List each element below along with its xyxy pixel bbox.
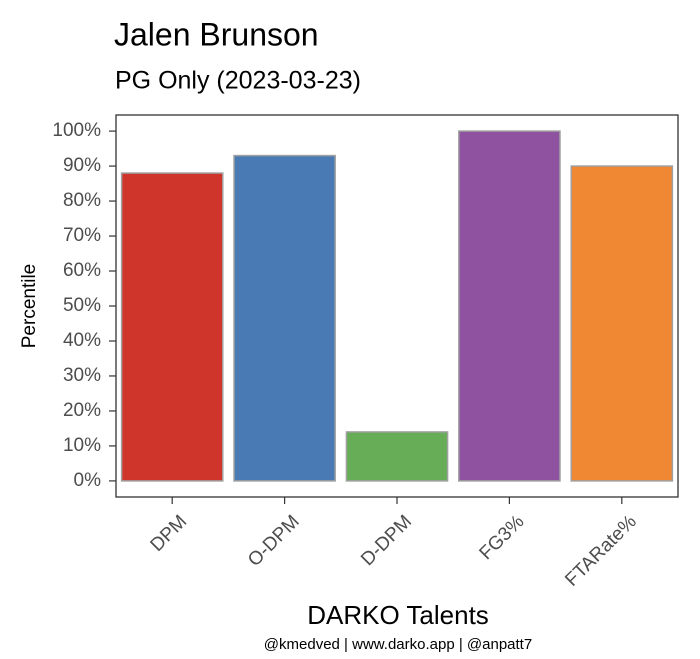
y-tick-label: 60% xyxy=(63,260,101,281)
caption: @kmedved | www.darko.app | @anpatt7 xyxy=(264,636,532,653)
x-tick-label: O-DPM xyxy=(244,511,304,571)
y-tick-label: 50% xyxy=(63,295,101,316)
y-tick-label: 40% xyxy=(63,330,101,351)
x-tick-label: D-DPM xyxy=(357,511,416,570)
y-tick-label: 0% xyxy=(74,470,102,491)
y-tick-label: 100% xyxy=(52,120,101,141)
x-tick-label: DPM xyxy=(147,511,192,556)
x-tick-label: FG3% xyxy=(476,511,529,564)
y-tick-label: 20% xyxy=(63,400,101,421)
y-tick-label: 30% xyxy=(63,365,101,386)
bar xyxy=(458,130,561,482)
x-tick-label: FTARate% xyxy=(561,511,641,591)
plot-border xyxy=(115,114,679,498)
chart-title: Jalen Brunson xyxy=(114,16,319,52)
bar xyxy=(570,165,674,482)
chart-subtitle: PG Only (2023-03-23) xyxy=(115,67,361,95)
y-axis-title: Percentile xyxy=(19,264,40,349)
bar xyxy=(120,172,224,482)
bar xyxy=(345,431,449,482)
y-tick-label: 70% xyxy=(63,225,101,246)
x-axis-title: DARKO Talents xyxy=(307,600,489,630)
y-tick-label: 10% xyxy=(63,435,101,456)
y-tick-label: 80% xyxy=(63,190,101,211)
bar xyxy=(233,154,336,482)
y-tick-label: 90% xyxy=(63,155,101,176)
